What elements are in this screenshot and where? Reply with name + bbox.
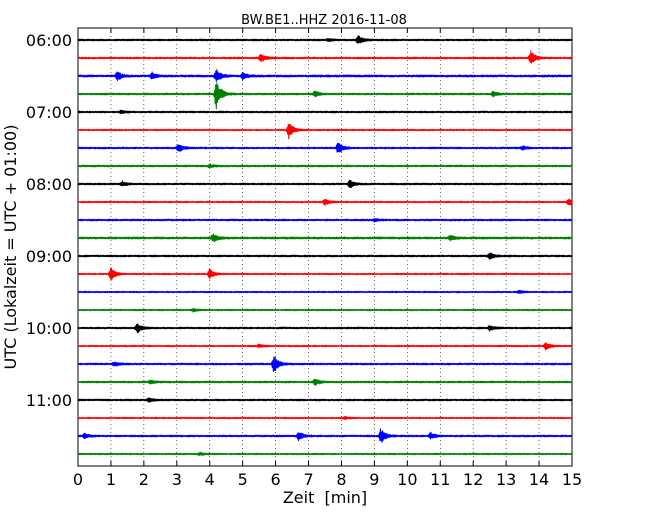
trace-line-0715 xyxy=(77,123,573,140)
x-tick-label: 14 xyxy=(529,470,549,489)
trace-line-0730 xyxy=(77,142,573,153)
trace-line-0830 xyxy=(77,218,573,223)
trace-line-0600 xyxy=(77,35,573,44)
chart-title: BW.BE1..HHZ 2016-11-08 xyxy=(241,13,407,28)
x-tick-label: 6 xyxy=(271,470,281,489)
y-tick-label: 08:00 xyxy=(26,175,72,194)
trace-layer xyxy=(77,35,573,457)
trace-line-1145 xyxy=(77,451,573,457)
trace-line-1115 xyxy=(77,415,573,420)
x-axis-ticks: 0 1 2 3 4 5 6 7 8 9 10 11 12 13 14 15 xyxy=(73,28,582,489)
trace-line-0815 xyxy=(77,198,573,207)
trace-line-0900 xyxy=(77,252,573,260)
trace-line-0630 xyxy=(77,69,573,83)
trace-line-0700 xyxy=(77,109,573,115)
trace-line-1130 xyxy=(77,428,573,443)
y-tick-label: 10:00 xyxy=(26,319,72,338)
trace-line-1100 xyxy=(77,397,573,403)
trace-line-1045 xyxy=(77,378,573,386)
trace-line-0745 xyxy=(77,163,573,169)
y-tick-label: 09:00 xyxy=(26,247,72,266)
trace-line-0945 xyxy=(77,308,573,313)
trace-line-1030 xyxy=(77,356,573,372)
x-tick-label: 4 xyxy=(205,470,215,489)
plot-frame xyxy=(77,27,573,467)
x-axis-label: Zeit [min] xyxy=(283,488,367,507)
y-axis-label: UTC (Lokalzeit = UTC + 01:00) xyxy=(1,125,20,370)
trace-line-0645 xyxy=(77,82,573,110)
trace-line-1015 xyxy=(77,342,573,351)
trace-line-0800 xyxy=(77,179,573,189)
x-tick-label: 5 xyxy=(238,470,248,489)
x-tick-label: 9 xyxy=(369,470,379,489)
trace-line-0915 xyxy=(77,267,573,281)
trace-line-0615 xyxy=(77,50,573,64)
trace-line-0930 xyxy=(77,289,573,294)
trace-line-1000 xyxy=(77,323,573,334)
x-tick-label: 10 xyxy=(397,470,417,489)
x-tick-label: 15 xyxy=(562,470,582,489)
x-tick-label: 7 xyxy=(303,470,313,489)
y-tick-label: 07:00 xyxy=(26,103,72,122)
x-tick-label: 3 xyxy=(172,470,182,489)
x-tick-label: 8 xyxy=(336,470,346,489)
trace-line-0845 xyxy=(77,233,573,243)
y-axis-ticks: 06:00 07:00 08:00 09:00 10:00 11:00 xyxy=(26,31,572,410)
x-tick-label: 12 xyxy=(463,470,483,489)
y-tick-label: 11:00 xyxy=(26,391,72,410)
x-tick-label: 1 xyxy=(106,470,116,489)
y-tick-label: 06:00 xyxy=(26,31,72,50)
x-tick-label: 0 xyxy=(73,470,83,489)
x-tick-label: 2 xyxy=(139,470,149,489)
x-tick-label: 11 xyxy=(430,470,450,489)
x-tick-label: 13 xyxy=(496,470,516,489)
